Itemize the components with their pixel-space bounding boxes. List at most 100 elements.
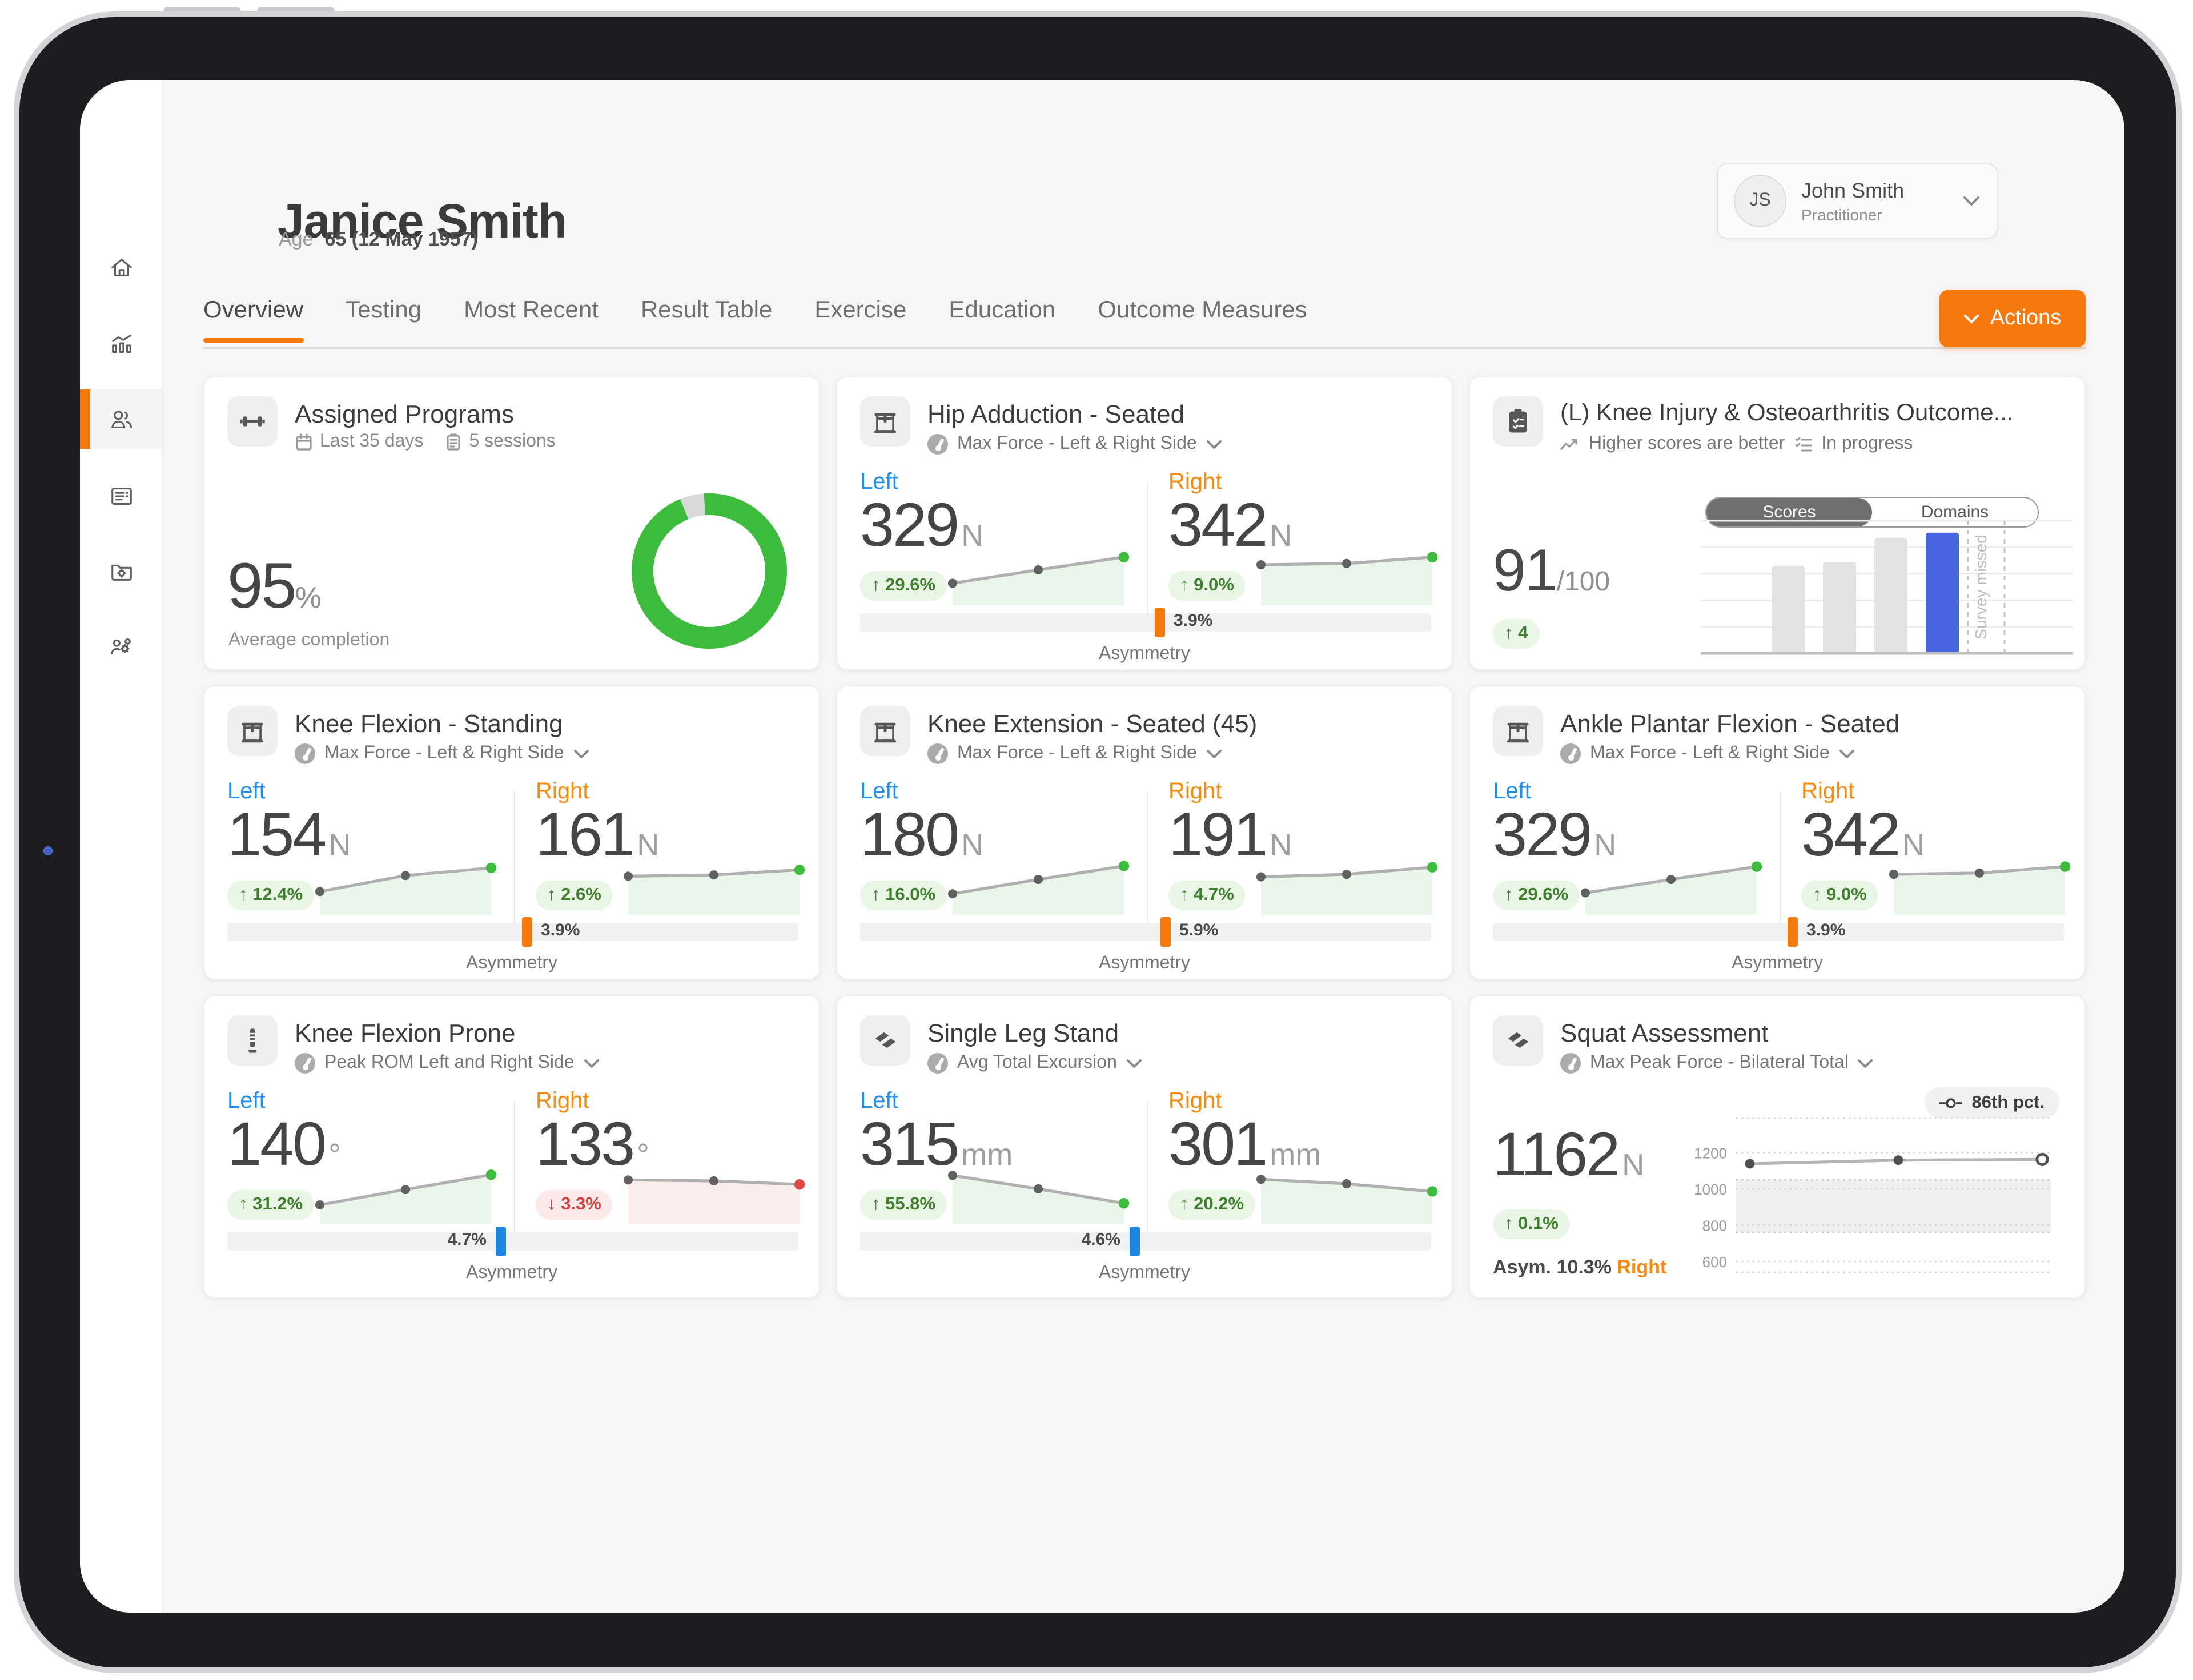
tab-overview[interactable]: Overview [203, 297, 303, 343]
forceframe-icon [860, 396, 910, 447]
chevron-down-icon[interactable] [1206, 749, 1222, 759]
chevron-down-icon[interactable] [584, 1058, 600, 1068]
tab-most-recent[interactable]: Most Recent [464, 297, 599, 323]
left-label: Left [1493, 779, 1531, 804]
asymmetry-track: 4.6% [860, 1227, 1431, 1256]
right-label: Right [1168, 1088, 1222, 1114]
left-sparkline [1581, 861, 1762, 915]
asymmetry-track: 3.9% [1493, 917, 2064, 947]
column-divider [1147, 791, 1148, 923]
asymmetry-marker [1788, 917, 1798, 947]
card-title: Ankle Plantar Flexion - Seated [1560, 709, 1900, 738]
right-sparkline [1256, 1175, 1438, 1224]
asymmetry-marker [1129, 1227, 1139, 1256]
svg-text:600: 600 [1702, 1253, 1727, 1271]
sidebar-item-media-folder[interactable] [80, 541, 162, 601]
left-value: 154 N [227, 801, 351, 869]
card-metric: Peak ROM Left and Right Side [295, 1053, 600, 1074]
card-metric: Max Force - Left & Right Side [927, 743, 1222, 764]
test-card-single-leg-stand: Single Leg Stand Avg Total Excursion Lef… [836, 995, 1453, 1299]
tab-outcome-measures[interactable]: Outcome Measures [1098, 297, 1307, 323]
main-content: Janice Smith Age 65 (12 May 1957) JS John… [162, 80, 2124, 1613]
left-sparkline [948, 552, 1130, 605]
right-label: Right [1801, 779, 1855, 804]
asymmetry-caption: Asymmetry [1099, 1263, 1190, 1283]
tab-result-table[interactable]: Result Table [640, 297, 773, 323]
chevron-down-icon[interactable] [1858, 1058, 1874, 1068]
right-sparkline [624, 1175, 805, 1224]
squat-delta-badge: ↑ 0.1% [1493, 1209, 1570, 1239]
metric-label: Avg Total Excursion [957, 1053, 1117, 1072]
test-card-hip-adduction-seated: Hip Adduction - Seated Max Force - Left … [836, 376, 1453, 670]
asymmetry-caption: Asymmetry [1099, 644, 1190, 664]
right-value: 161 N [536, 801, 660, 869]
tab-education[interactable]: Education [949, 297, 1056, 323]
left-sparkline [948, 1171, 1130, 1224]
chevron-down-icon[interactable] [1839, 749, 1855, 759]
team-settings-icon [110, 638, 130, 654]
card-title: Assigned Programs [295, 400, 514, 428]
outcome-bar-chart: Survey missed [1701, 520, 2073, 655]
asymmetry-caption: Asymmetry [1099, 954, 1190, 973]
asymmetry-track: 5.9% [860, 917, 1431, 947]
forceframe-icon [860, 706, 910, 756]
home-icon [111, 258, 131, 276]
test-card-knee-flexion-prone: Knee Flexion Prone Peak ROM Left and Rig… [203, 995, 820, 1299]
metric-label: Max Force - Left & Right Side [957, 743, 1197, 763]
left-delta-badge: ↑ 55.8% [860, 1190, 947, 1220]
toggle-domains[interactable]: Domains [1921, 503, 1989, 522]
squat-assessment-card: Squat Assessment Max Peak Force - Bilate… [1469, 995, 2086, 1299]
calendar-icon [296, 433, 312, 451]
right-delta-badge: ↑ 9.0% [1168, 571, 1246, 601]
card-metric: Max Force - Left & Right Side [927, 434, 1222, 455]
chevron-down-icon[interactable] [1206, 439, 1222, 449]
asymmetry-value: 3.9% [1174, 611, 1213, 630]
sidebar-item-patients[interactable] [80, 389, 162, 449]
metric-label: Peak ROM Left and Right Side [324, 1053, 575, 1072]
sidebar-item-home[interactable] [80, 238, 162, 297]
score-delta-badge: ↑ 4 [1493, 619, 1540, 649]
right-delta-badge: ↑ 2.6% [536, 881, 613, 910]
tab-testing[interactable]: Testing [346, 297, 422, 323]
actions-button[interactable]: Actions [1939, 290, 2086, 347]
toggle-scores[interactable]: Scores [1706, 498, 1872, 526]
sidebar-item-analytics[interactable] [80, 314, 162, 373]
svg-text:1200: 1200 [1694, 1144, 1727, 1161]
right-sparkline [1256, 862, 1438, 915]
right-value: 342 N [1801, 801, 1925, 869]
left-value: 329 N [1493, 801, 1617, 869]
column-divider [1147, 1101, 1148, 1232]
chevron-down-icon[interactable] [1126, 1058, 1142, 1068]
right-delta-badge: ↑ 20.2% [1168, 1190, 1256, 1220]
card-metric: Max Force - Left & Right Side [295, 743, 589, 764]
right-value: 191 N [1168, 801, 1292, 869]
card-title: Hip Adduction - Seated [927, 400, 1185, 428]
test-card-ankle-plantar-flexion-seated: Ankle Plantar Flexion - Seated Max Force… [1469, 685, 2086, 980]
left-sparkline [315, 1169, 497, 1224]
squat-asymmetry: Asym. 10.3% Right [1493, 1256, 1667, 1278]
sidebar-item-records[interactable] [80, 466, 162, 525]
left-delta-badge: ↑ 29.6% [1493, 881, 1580, 910]
card-title: Squat Assessment [1560, 1019, 1769, 1047]
right-value: 133 ° [536, 1110, 649, 1179]
chevron-down-icon[interactable] [573, 749, 589, 759]
right-value: 342 N [1168, 491, 1292, 560]
media-folder-icon [111, 564, 131, 580]
left-value: 180 N [860, 801, 984, 869]
user-role: Practitioner [1801, 205, 1882, 223]
right-value: 301 mm [1168, 1110, 1322, 1179]
asymmetry-value: 3.9% [1806, 921, 1846, 940]
chevron-down-icon [1964, 314, 1979, 323]
tab-exercise[interactable]: Exercise [814, 297, 907, 323]
asymmetry-marker [1160, 917, 1171, 947]
cards-grid: Assigned Programs Last 35 days 5 session… [203, 376, 2086, 1299]
right-label: Right [536, 779, 589, 804]
asymmetry-marker [1155, 608, 1165, 637]
user-menu[interactable]: JS John Smith Practitioner [1717, 163, 1998, 239]
gauge-icon [1560, 743, 1581, 764]
asymmetry-marker [495, 1227, 505, 1256]
left-label: Left [227, 1088, 266, 1114]
clipboard-check-icon [1493, 396, 1543, 447]
sidebar-item-team-settings[interactable] [80, 617, 162, 676]
column-divider [514, 791, 515, 923]
